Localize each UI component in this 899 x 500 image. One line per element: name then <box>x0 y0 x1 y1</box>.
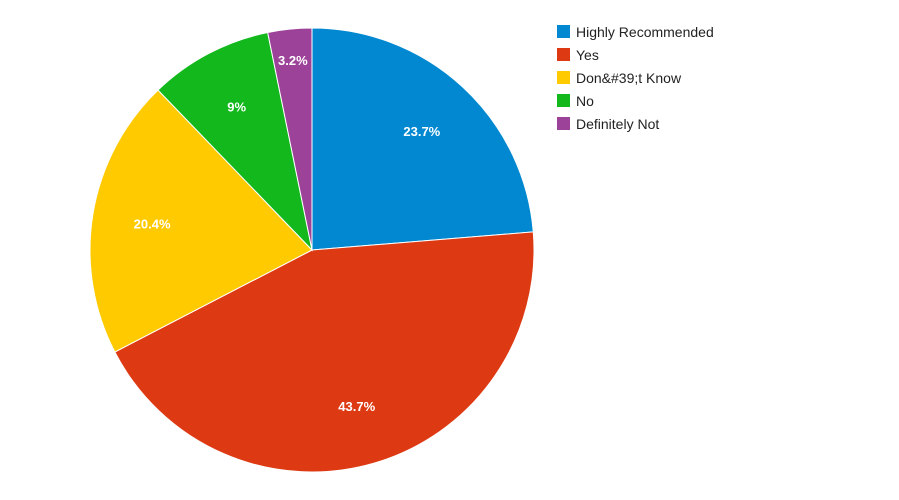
slice-label-yes: 43.7% <box>338 399 375 414</box>
pie-slice-dont-know[interactable] <box>89 89 313 353</box>
pie-slice-definitely-not[interactable] <box>267 27 313 251</box>
pie-slice-highly-recommended[interactable] <box>311 27 534 251</box>
legend-swatch <box>557 94 570 107</box>
slice-label-highly-recommended: 23.7% <box>403 124 440 139</box>
legend-label: Don&#39;t Know <box>576 70 682 86</box>
slice-labels-layer: 23.7% 43.7% 20.4% 9% 3.2% <box>134 53 441 414</box>
legend-label: Highly Recommended <box>576 24 714 40</box>
legend-item-definitely-not[interactable]: Definitely Not <box>557 116 659 132</box>
legend-swatch <box>557 25 570 38</box>
legend-item-highly-recommended[interactable]: Highly Recommended <box>557 24 714 40</box>
legend-swatch <box>557 117 570 130</box>
slices-layer <box>89 27 535 473</box>
legend-item-no[interactable]: No <box>557 93 594 109</box>
legend-item-dont-know[interactable]: Don&#39;t Know <box>557 70 682 86</box>
slice-label-definitely-not: 3.2% <box>278 53 308 68</box>
slice-label-dont-know: 20.4% <box>134 217 171 232</box>
legend-label: No <box>576 93 594 109</box>
legend: Highly Recommended Yes Don&#39;t Know No Def… <box>557 24 714 132</box>
slice-label-no: 9% <box>227 100 246 115</box>
legend-label: Yes <box>576 47 599 63</box>
legend-label: Definitely Not <box>576 116 659 132</box>
legend-swatch <box>557 71 570 84</box>
legend-item-yes[interactable]: Yes <box>557 47 599 63</box>
legend-swatch <box>557 48 570 61</box>
pie-slice-no[interactable] <box>157 31 313 252</box>
pie-slice-yes[interactable] <box>114 231 535 473</box>
